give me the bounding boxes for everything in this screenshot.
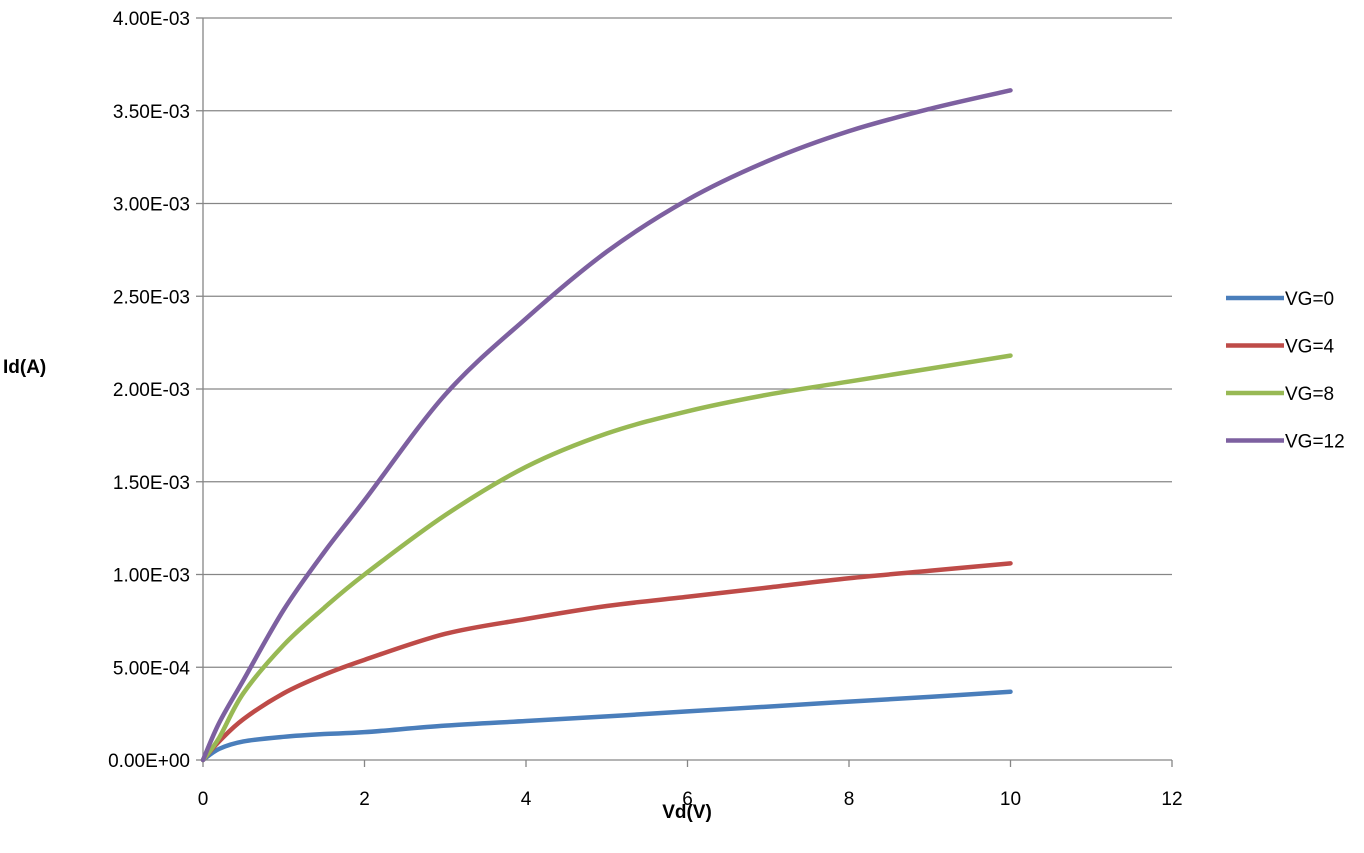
gridlines: [203, 17, 1172, 668]
series-line-vg-12: [200, 88, 1013, 763]
y-tick-label: 3.00E-03: [113, 195, 190, 216]
y-tick-label: 1.00E-03: [113, 566, 190, 587]
series-line-vg-0: [200, 689, 1013, 763]
y-tick-label: 2.50E-03: [113, 287, 190, 308]
x-axis-title: Vd(V): [662, 802, 712, 823]
legend: VG=0 VG=4 VG=8 VG=12: [1226, 289, 1345, 453]
legend-label-vg-0: VG=0: [1285, 289, 1334, 310]
y-axis-title: Id(A): [3, 357, 46, 378]
series-lines: [200, 88, 1013, 763]
series-line-vg-8: [200, 353, 1013, 763]
x-tick-label: 10: [1000, 789, 1021, 810]
x-tick-label: 12: [1161, 789, 1182, 810]
legend-label-vg-12: VG=12: [1285, 432, 1345, 453]
y-tick-label: 5.00E-04: [113, 658, 191, 679]
x-tick-label: 2: [359, 789, 370, 810]
series-line-vg-4: [200, 561, 1013, 763]
y-axis-ticks: 0.00E+00 5.00E-04 1.00E-03 1.50E-03 2.00E-03…: [108, 9, 203, 772]
legend-label-vg-4: VG=4: [1285, 337, 1335, 358]
x-tick-label: 0: [198, 789, 209, 810]
y-tick-label: 1.50E-03: [113, 473, 190, 494]
y-tick-label: 3.50E-03: [113, 102, 190, 123]
x-tick-label: 8: [844, 789, 855, 810]
x-tick-label: 4: [521, 789, 532, 810]
y-tick-label: 4.00E-03: [113, 9, 190, 30]
x-axis-ticks: 0 2 4 6 8 10 12: [198, 760, 1183, 810]
x-tick-label: 6: [682, 789, 693, 810]
legend-label-vg-8: VG=8: [1285, 384, 1334, 405]
y-tick-label: 2.00E-03: [113, 380, 190, 401]
y-tick-label: 0.00E+00: [108, 751, 190, 772]
